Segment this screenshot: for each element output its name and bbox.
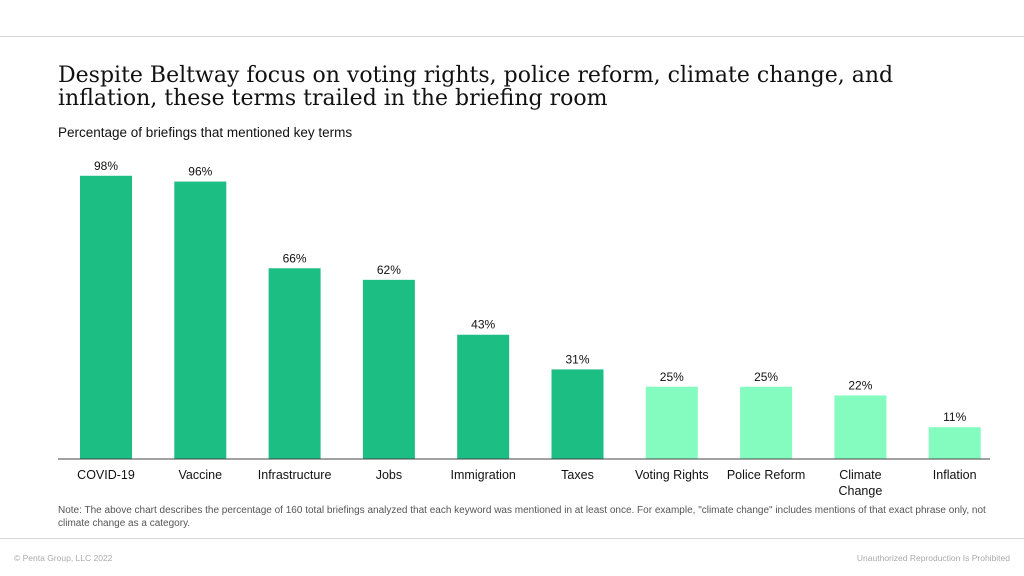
chart-subtitle: Percentage of briefings that mentioned k… — [58, 125, 353, 140]
category-label-jobs: Jobs — [376, 468, 402, 482]
category-labels-group: COVID-19 Vaccine Infrastructure Jobs Immigra… — [77, 468, 976, 498]
data-label-voting-rights: 25% — [660, 370, 684, 384]
category-label-infrastructure: Infrastructure — [258, 468, 332, 482]
data-labels-group: 98% 96% 66% 62% 43% 31% 25% 25% 22% 11% — [94, 159, 967, 424]
bar-taxes — [551, 369, 604, 459]
category-label-immigration: Immigration — [451, 468, 516, 482]
bar-jobs — [362, 279, 415, 459]
bar-chart: 98% 96% 66% 62% 43% 31% 25% 25% 22% 11% COVID-19 V… — [58, 159, 990, 498]
data-label-vaccine: 96% — [188, 165, 212, 179]
bar-infrastructure — [268, 268, 321, 459]
footer-copyright: © Penta Group, LLC 2022 — [14, 553, 113, 563]
bar-climate-change — [834, 395, 887, 459]
chart-title: Despite Beltway focus on voting rights, … — [58, 63, 894, 111]
footer-disclaimer: Unauthorized Reproduction Is Prohibited — [856, 553, 1010, 563]
category-label-voting-rights: Voting Rights — [635, 468, 709, 482]
bar-immigration — [457, 334, 510, 459]
data-label-police-reform: 25% — [754, 370, 778, 384]
bar-vaccine — [174, 181, 227, 459]
data-label-jobs: 62% — [377, 263, 401, 277]
bar-inflation — [928, 427, 981, 459]
data-label-immigration: 43% — [471, 318, 495, 332]
data-label-covid-19: 98% — [94, 159, 118, 173]
category-label-vaccine: Vaccine — [179, 468, 223, 482]
category-label-climate-change: Climate Change — [839, 468, 883, 498]
category-label-police-reform: Police Reform — [727, 468, 806, 482]
category-label-covid-19: COVID-19 — [77, 468, 135, 482]
bar-covid-19 — [80, 175, 132, 459]
data-label-taxes: 31% — [565, 352, 589, 366]
data-label-infrastructure: 66% — [283, 251, 307, 265]
category-label-inflation: Inflation — [933, 468, 977, 482]
chart-note: Note: The above chart describes the perc… — [58, 505, 986, 529]
bar-police-reform — [740, 386, 793, 459]
data-label-climate-change: 22% — [848, 378, 872, 392]
top-divider — [0, 36, 1024, 37]
data-label-inflation: 11% — [943, 410, 966, 424]
bars-group — [80, 175, 981, 459]
bar-voting-rights — [645, 386, 698, 459]
category-label-taxes: Taxes — [561, 468, 594, 482]
bottom-divider — [0, 538, 1024, 539]
